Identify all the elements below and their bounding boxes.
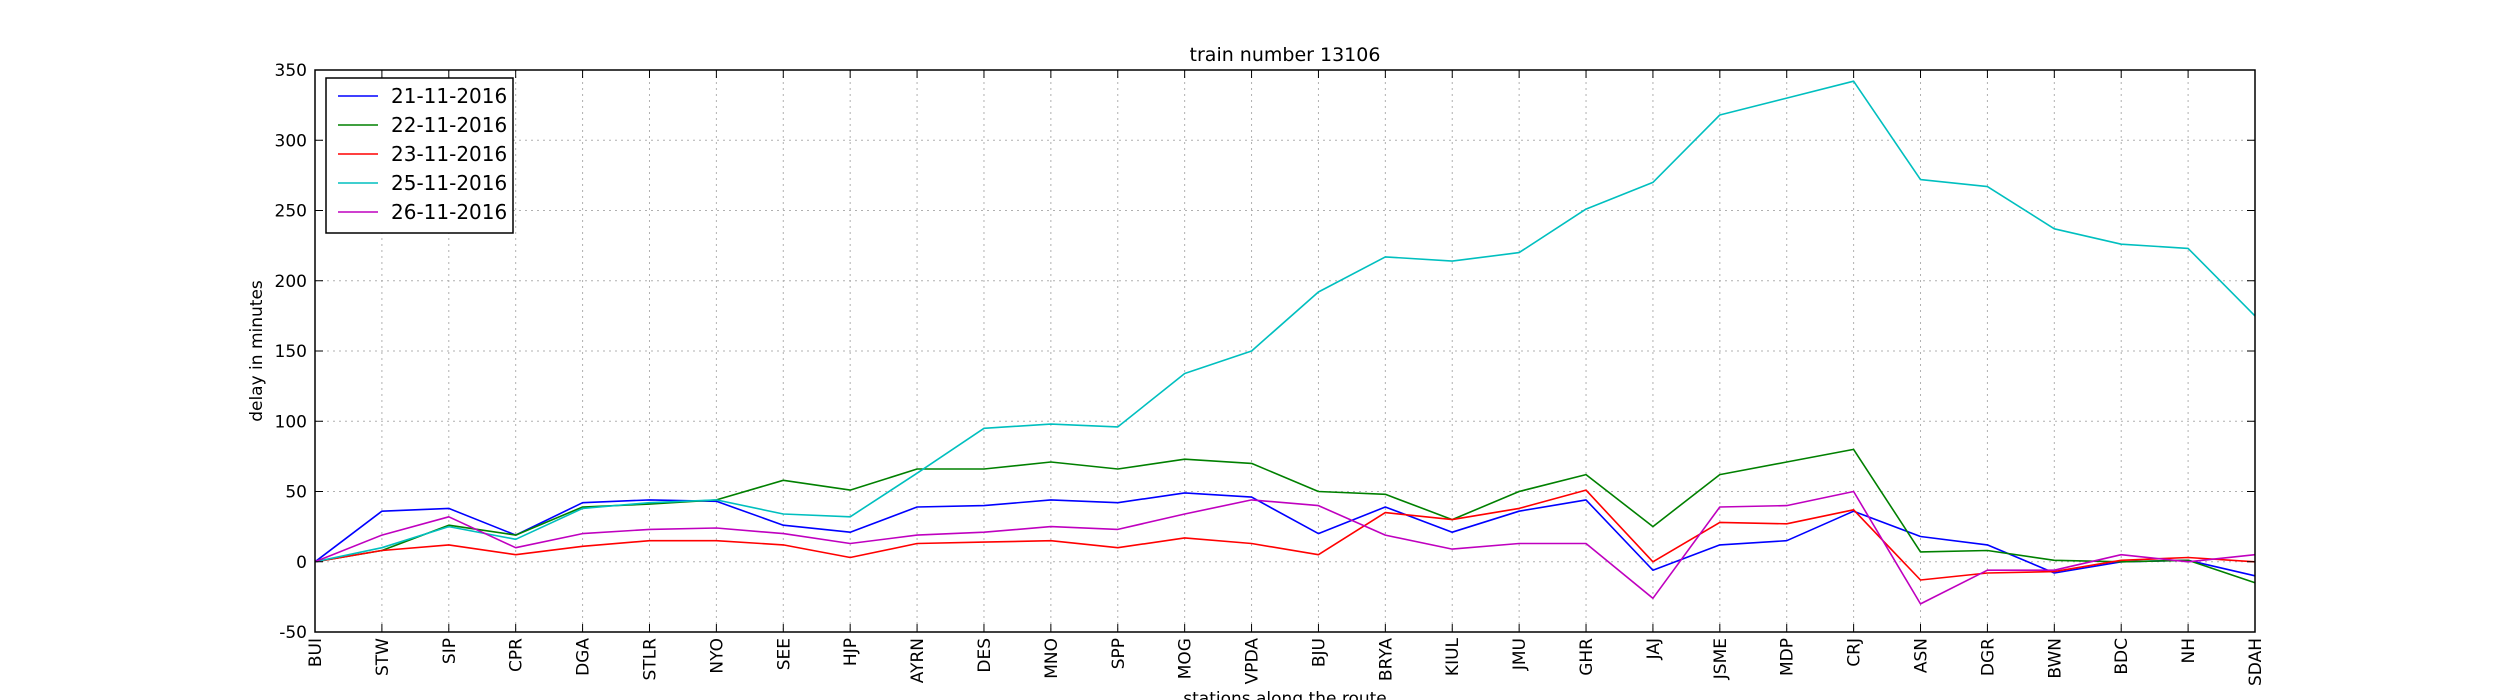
x-tick-label: CPR xyxy=(507,638,527,672)
series-lines xyxy=(314,80,2256,605)
series-line-25-11-2016 xyxy=(314,80,2256,563)
x-tick-label: JMU xyxy=(1510,638,1530,671)
x-tick-label: VPDA xyxy=(1243,638,1263,685)
x-tick-label: KIUL xyxy=(1443,637,1463,676)
legend-box xyxy=(325,77,514,234)
x-tick-label: SDAH xyxy=(2246,638,2266,686)
x-tick-label: BDC xyxy=(2112,638,2132,675)
x-tick-label: GHR xyxy=(1577,638,1597,676)
series-line-26-11-2016 xyxy=(314,490,2256,605)
x-tick-label: SEE xyxy=(774,638,794,670)
x-tick-label: NYO xyxy=(707,638,727,674)
chart-title: train number 13106 xyxy=(1190,44,1381,66)
x-tick-label: STLR xyxy=(640,638,660,681)
x-tick-label: BJU xyxy=(1309,638,1329,667)
y-tick-label: 50 xyxy=(285,483,307,503)
grid xyxy=(315,70,2255,632)
legend-label: 21-11-2016 xyxy=(391,84,507,108)
y-tick-label: 250 xyxy=(275,202,307,222)
x-tick-label: SIP xyxy=(440,638,460,664)
axis-ticks: -50 0 50 100 150 200 250 300 350 BUI STW SIP CPR DGA S… xyxy=(275,61,2266,686)
x-tick-label: JSME xyxy=(1711,638,1731,680)
x-tick-label: MNO xyxy=(1042,638,1062,679)
x-tick-label: BWN xyxy=(2045,638,2065,679)
y-tick-label: -50 xyxy=(279,623,307,643)
y-tick-label: 0 xyxy=(296,553,307,573)
y-tick-label: 100 xyxy=(275,412,307,432)
x-tick-label: DGA xyxy=(574,638,594,676)
legend-label: 26-11-2016 xyxy=(391,200,507,224)
legend-label: 22-11-2016 xyxy=(391,113,507,137)
y-tick-label: 300 xyxy=(275,131,307,151)
legend: 21-11-2016 22-11-2016 23-11-2016 25-11-2016… xyxy=(325,77,514,234)
x-tick-label: STW xyxy=(373,638,393,676)
y-axis-label: delay in minutes xyxy=(247,280,267,422)
x-axis-label: stations along the route xyxy=(1183,689,1387,700)
x-tick-label: ASN xyxy=(1912,638,1932,673)
x-tick-label: CRJ xyxy=(1845,638,1865,667)
x-tick-label: SPP xyxy=(1109,638,1129,669)
series-line-21-11-2016 xyxy=(314,492,2256,577)
series-line-23-11-2016 xyxy=(314,489,2256,581)
y-tick-label: 200 xyxy=(275,272,307,292)
x-tick-label: NH xyxy=(2179,638,2199,664)
x-tick-label: MDP xyxy=(1778,638,1798,676)
legend-label: 25-11-2016 xyxy=(391,171,507,195)
x-tick-label: BRYA xyxy=(1376,638,1396,681)
y-tick-label: 350 xyxy=(275,61,307,81)
legend-label: 23-11-2016 xyxy=(391,142,507,166)
y-tick-label: 150 xyxy=(275,342,307,362)
x-tick-label: DES xyxy=(975,638,995,673)
x-tick-label: HJP xyxy=(841,638,861,666)
x-tick-label: BUI xyxy=(306,638,326,667)
x-tick-label: MOG xyxy=(1176,638,1196,679)
x-tick-label: AYRN xyxy=(908,638,928,683)
x-tick-label: JAJ xyxy=(1644,638,1664,660)
series-line-22-11-2016 xyxy=(314,448,2256,584)
x-tick-label: DGR xyxy=(1978,638,1998,676)
